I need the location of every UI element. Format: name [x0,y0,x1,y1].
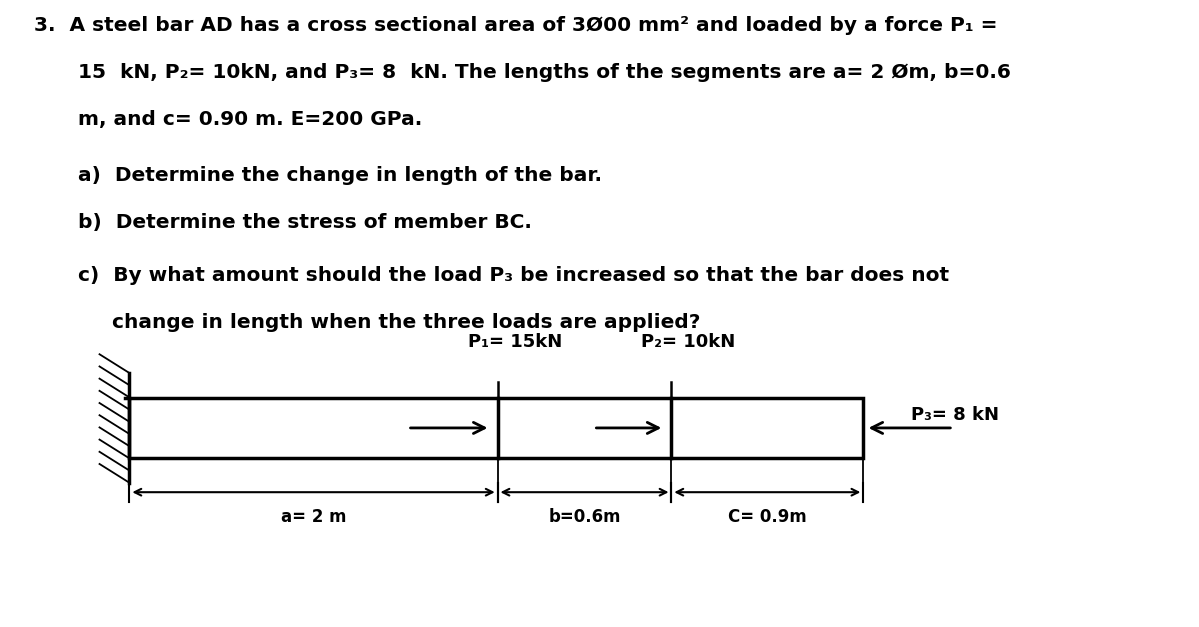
Text: m, and c= 0.90 m. E=200 GPa.: m, and c= 0.90 m. E=200 GPa. [78,110,422,129]
Text: c)  By what amount should the load P₃ be increased so that the bar does not: c) By what amount should the load P₃ be … [78,266,950,285]
Text: 3.  A steel bar AD has a cross sectional area of 3Ø00 mm² and loaded by a force : 3. A steel bar AD has a cross sectional … [34,16,998,34]
Text: b)  Determine the stress of member BC.: b) Determine the stress of member BC. [78,213,532,232]
Text: a)  Determine the change in length of the bar.: a) Determine the change in length of the… [78,166,602,185]
Bar [129,398,863,458]
Text: b=0.6m: b=0.6m [548,508,621,526]
Text: change in length when the three loads are applied?: change in length when the three loads ar… [112,314,700,332]
Text: a= 2 m: a= 2 m [281,508,347,526]
Text: P₁= 15kN: P₁= 15kN [468,333,562,351]
Text: P₃= 8 kN: P₃= 8 kN [911,406,999,424]
Text: P₂= 10kN: P₂= 10kN [641,333,736,351]
Text: C= 0.9m: C= 0.9m [728,508,807,526]
Text: 15  kN, P₂= 10kN, and P₃= 8  kN. The lengths of the segments are a= 2 Øm, b=0.6: 15 kN, P₂= 10kN, and P₃= 8 kN. The lengt… [78,63,1011,82]
